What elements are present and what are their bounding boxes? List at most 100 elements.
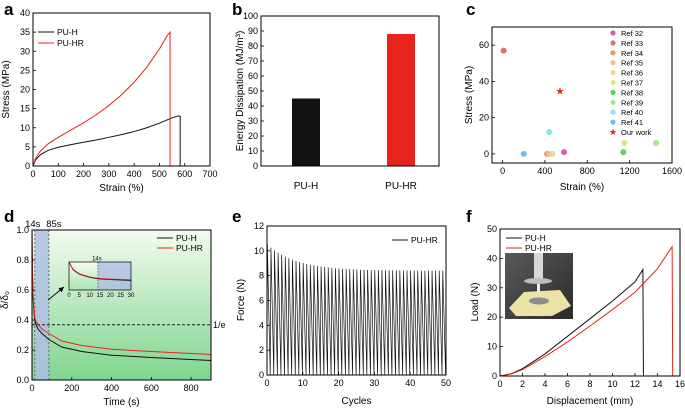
panel-d-inset-series-pu-hr — [68, 261, 132, 281]
panel-b-ytick-label: 40 — [248, 101, 258, 111]
panel-c-legend-label-ref-34: Ref 34 — [621, 49, 643, 58]
panel-b-ytick-label: 10 — [248, 146, 258, 156]
panel-c-point-ref-41 — [520, 150, 527, 157]
panel-a-ytick-label: 40 — [20, 8, 30, 18]
panel-e-xtick-label: 30 — [369, 378, 379, 388]
panel-b-ytick-label: 70 — [248, 56, 258, 66]
panel-f-xtick-label: 8 — [587, 379, 592, 389]
panel-e-xtick-label: 0 — [264, 378, 269, 388]
panel-a-ytick-label: 35 — [20, 27, 30, 37]
panel-a-ytick-label: 10 — [20, 123, 30, 133]
panel-d-ytick-label: 0.0 — [16, 375, 29, 385]
panel-f-label: f — [466, 207, 472, 226]
panel-c-legend-marker-ref-36 — [610, 70, 616, 76]
panel-a-label: a — [4, 0, 14, 19]
panel-d-inset-mark-label: 14s — [92, 257, 102, 263]
panel-d-ytick-label: 0.2 — [16, 345, 29, 355]
panel-d-xtick-label: 600 — [144, 383, 159, 393]
panel-f-xlabel: Displacement (mm) — [547, 396, 634, 407]
panel-c-ytick-label: 20 — [479, 113, 489, 123]
panel-f-xtick-label: 12 — [630, 379, 640, 389]
panel-a-xtick-label: 200 — [76, 169, 91, 179]
panel-b-bar-pu-hr — [387, 34, 415, 166]
panel-a-legend-pu-hr-label: PU-HR — [57, 38, 84, 48]
panel-d-t1-label: 14s — [25, 219, 41, 230]
panel-e-ylabel: Force (N) — [236, 279, 247, 321]
panel-c-legend-marker-ref-33 — [610, 40, 616, 46]
panel-f-xtick-label: 0 — [497, 379, 502, 389]
panel-f-xtick-label: 16 — [675, 379, 685, 389]
panel-b-category-label: PU-H — [294, 181, 318, 192]
panel-b-label: b — [232, 0, 242, 19]
panel-f-inset-photo — [505, 253, 573, 319]
panel-a-xtick-label: 300 — [101, 169, 116, 179]
photo-probe-holder — [534, 253, 543, 281]
panel-e-xtick-label: 10 — [298, 378, 308, 388]
panel-f-xtick-label: 14 — [652, 379, 662, 389]
panel-a-ytick-label: 0 — [25, 161, 30, 171]
panel-d-legend-pu-h-label: PU-H — [176, 233, 197, 243]
panel-c-legend-marker-our-work: ★ — [609, 127, 617, 137]
panel-a-xtick-label: 600 — [177, 169, 192, 179]
panel-b-ytick-label: 50 — [248, 86, 258, 96]
panel-e-ytick-label: 8 — [259, 271, 264, 281]
panel-c-ytick-label: 60 — [479, 40, 489, 50]
panel-c-label: c — [466, 0, 475, 19]
panel-e-ytick-label: 12 — [254, 221, 264, 231]
panel-a-xtick-label: 0 — [30, 169, 35, 179]
panel-c-point-ref-38 — [620, 149, 627, 156]
panel-a-ytick-label: 30 — [20, 46, 30, 56]
panel-c-legend-label-ref-32: Ref 32 — [621, 29, 643, 38]
panel-a-xtick-label: 400 — [127, 169, 142, 179]
panel-c-legend-marker-ref-34 — [610, 50, 616, 56]
panel-c-xtick-label: 1200 — [620, 166, 640, 176]
panel-c-legend-label-ref-35: Ref 35 — [621, 59, 643, 68]
panel-d-xtick-label: 200 — [64, 383, 79, 393]
panel-c-legend-label-ref-33: Ref 33 — [621, 39, 643, 48]
panel-b-category-label: PU-HR — [385, 181, 417, 192]
panel-f-ytick-label: 10 — [487, 342, 497, 352]
panel-b-ytick-label: 90 — [248, 26, 258, 36]
panel-f-ylabel: Load (N) — [470, 283, 481, 322]
panel-b-ytick-label: 20 — [248, 131, 258, 141]
panel-e-series-pu-hr — [266, 244, 446, 376]
panel-d-inset-xtick-label: 15 — [97, 293, 104, 299]
panel-d-xlabel: Time (s) — [103, 397, 139, 408]
panel-c-legend-marker-ref-38 — [610, 89, 616, 95]
panel-c-xtick-label: 0 — [500, 166, 505, 176]
panel-c-legend-marker-ref-41 — [610, 119, 616, 125]
photo-sample-clamp — [529, 297, 549, 305]
panel-e-label: e — [232, 207, 241, 226]
panel-c-ytick-label: 0 — [484, 149, 489, 159]
panel-b-ytick-label: 60 — [248, 71, 258, 81]
panel-f-ytick-label: 0 — [492, 371, 497, 381]
panel-b-ytick-label: 100 — [243, 11, 258, 21]
panel-b-ytick-label: 30 — [248, 116, 258, 126]
panel-c-legend-label-ref-39: Ref 39 — [621, 98, 643, 107]
panel-c-legend-marker-ref-37 — [610, 79, 616, 86]
panel-d-series-pu-hr — [31, 229, 212, 355]
panel-f-legend-pu-hr-label: PU-HR — [525, 243, 552, 253]
panel-d-inset-xtick-label: 20 — [107, 293, 114, 299]
panel-c-ytick-label: 40 — [479, 76, 489, 86]
panel-e-xlabel: Cycles — [341, 396, 371, 407]
panel-f-ytick-label: 40 — [487, 253, 497, 263]
panel-c-legend-label-ref-37: Ref 37 — [621, 79, 643, 88]
panel-e-ytick-label: 0 — [259, 370, 264, 380]
panel-e-ytick-label: 10 — [254, 246, 264, 256]
panel-c-xlabel: Strain (%) — [560, 182, 604, 193]
panel-f-series-pu-h — [499, 267, 644, 377]
panel-d-ytick-label: 0.8 — [16, 255, 29, 265]
panel-c-point-our-work: ★ — [555, 86, 564, 97]
panel-d-ytick-label: 1.0 — [16, 225, 29, 235]
panel-d-green-background — [32, 230, 211, 380]
panel-b-ytick-label: 0 — [253, 161, 258, 171]
panel-b-ytick-label: 80 — [248, 41, 258, 51]
panel-b-bar-pu-h — [292, 98, 320, 166]
panel-f-xtick-label: 4 — [542, 379, 547, 389]
panel-d-ytick-label: 0.4 — [16, 315, 29, 325]
panel-d-inset-xtick-label: 25 — [117, 293, 124, 299]
panel-a-xtick-label: 100 — [51, 169, 66, 179]
panel-e-xtick-label: 40 — [405, 378, 415, 388]
panel-c-xtick-label: 800 — [580, 166, 595, 176]
